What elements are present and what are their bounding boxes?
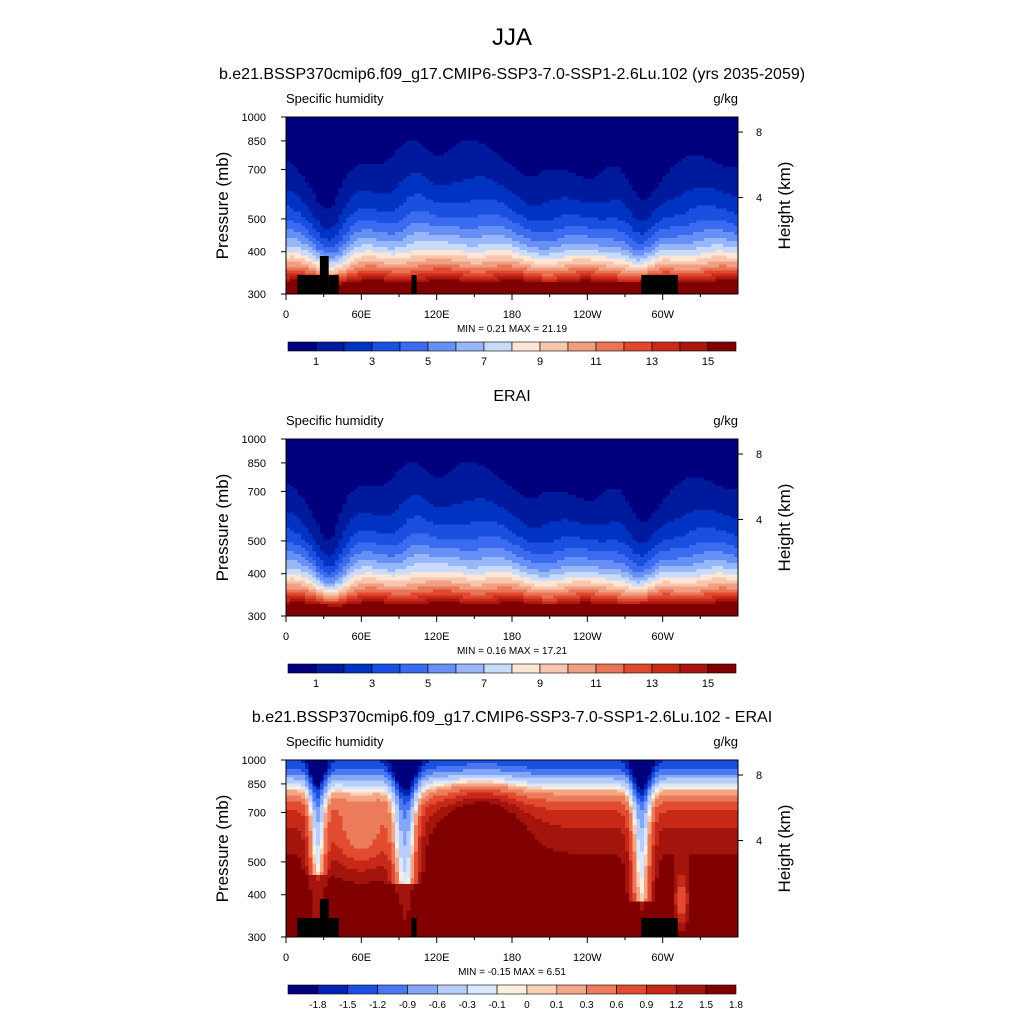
figure-title: JJA [492, 24, 532, 51]
variable-label: Specific humidity [286, 91, 384, 106]
panel-1: b.e21.BSSP370cmip6.f09_g17.CMIP6-SSP3-7.… [213, 66, 805, 368]
panel-title: b.e21.BSSP370cmip6.f09_g17.CMIP6-SSP3-7.… [219, 66, 805, 83]
heatmap [286, 117, 739, 295]
units-label: g/kg [713, 91, 738, 106]
panels: b.e21.BSSP370cmip6.f09_g17.CMIP6-SSP3-7.… [213, 66, 805, 1011]
